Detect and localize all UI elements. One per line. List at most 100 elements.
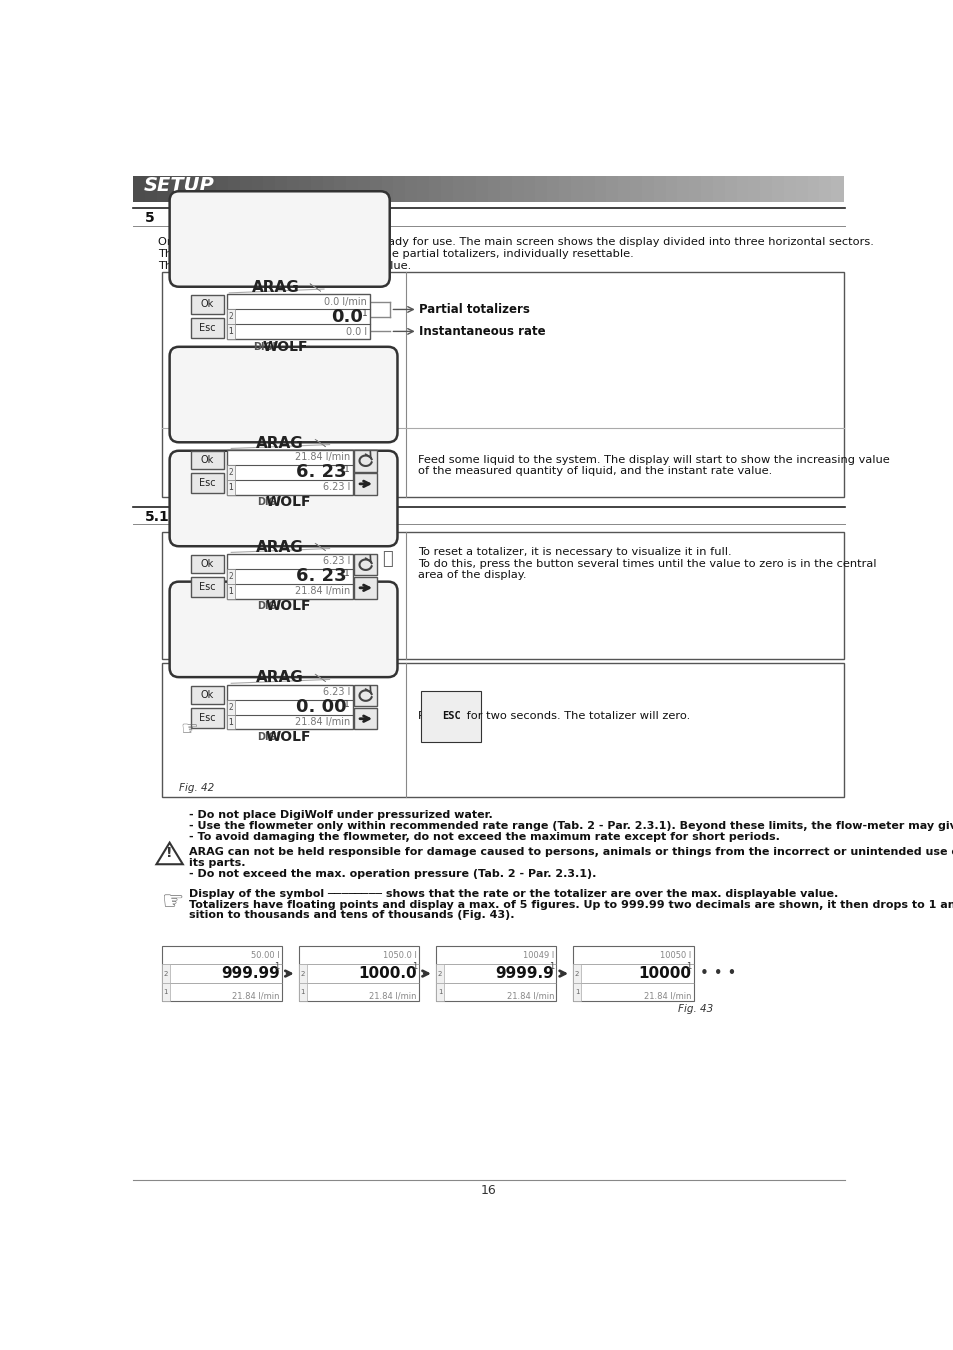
Text: Ok: Ok xyxy=(201,559,214,568)
Bar xyxy=(227,294,369,339)
Bar xyxy=(192,576,224,597)
Bar xyxy=(830,176,843,202)
Bar xyxy=(227,464,234,479)
Text: Partial totalizer reset: Partial totalizer reset xyxy=(189,510,355,524)
Bar xyxy=(215,176,229,202)
Text: • • •: • • • xyxy=(699,967,736,981)
Text: USE: USE xyxy=(175,211,207,225)
Bar xyxy=(311,176,323,202)
Bar xyxy=(193,176,205,202)
Text: and: and xyxy=(283,248,312,259)
Bar xyxy=(228,176,240,202)
Bar xyxy=(133,176,146,202)
Text: WOLF: WOLF xyxy=(266,599,311,613)
Text: 6. 23: 6. 23 xyxy=(295,463,346,482)
Text: 999.99: 999.99 xyxy=(221,967,279,981)
Bar xyxy=(162,946,282,1002)
Bar xyxy=(393,176,406,202)
Bar xyxy=(606,176,618,202)
Text: Display of the symbol ──────── shows that the rate or the totalizer are over the: Display of the symbol ──────── shows tha… xyxy=(189,888,838,899)
Text: 6.23 l: 6.23 l xyxy=(322,482,350,493)
Bar xyxy=(298,983,307,1002)
Bar xyxy=(239,176,252,202)
Polygon shape xyxy=(156,842,183,864)
Text: 21.84 l/min: 21.84 l/min xyxy=(294,586,350,597)
Bar xyxy=(354,684,377,706)
Text: Esc: Esc xyxy=(199,582,215,593)
Text: 10000: 10000 xyxy=(638,967,691,981)
Bar xyxy=(354,450,377,471)
Bar xyxy=(573,983,580,1002)
Bar xyxy=(204,176,216,202)
Text: ✋: ✋ xyxy=(381,549,393,567)
Text: 1: 1 xyxy=(273,248,278,258)
Text: Esc: Esc xyxy=(199,713,215,724)
Text: 1: 1 xyxy=(229,718,233,726)
Text: 21.84 l/min: 21.84 l/min xyxy=(294,452,350,463)
Text: - To avoid damaging the flowmeter, do not exceed the maximum rate except for sho: - To avoid damaging the flowmeter, do no… xyxy=(189,832,779,842)
Text: its parts.: its parts. xyxy=(189,859,245,868)
Text: 1: 1 xyxy=(229,587,233,595)
Bar xyxy=(298,964,307,983)
Text: 6.23 l: 6.23 l xyxy=(322,687,350,697)
Text: !: ! xyxy=(166,846,172,860)
Bar xyxy=(227,554,353,598)
Text: Fig. 39: Fig. 39 xyxy=(179,358,214,369)
Text: The third data represents instant rate value.: The third data represents instant rate v… xyxy=(158,261,411,270)
Text: 1: 1 xyxy=(344,464,350,474)
Bar xyxy=(819,176,831,202)
Text: 1: 1 xyxy=(229,483,233,491)
Bar xyxy=(227,568,234,583)
Bar xyxy=(227,450,353,494)
Bar xyxy=(354,472,377,494)
Bar xyxy=(180,176,193,202)
FancyBboxPatch shape xyxy=(170,451,397,547)
Bar xyxy=(227,479,234,494)
Text: 21.84 l/min: 21.84 l/min xyxy=(506,991,554,1000)
Text: DIGI: DIGI xyxy=(256,497,280,508)
Text: Press: Press xyxy=(417,711,451,721)
Bar xyxy=(162,964,170,983)
Text: DIGI: DIGI xyxy=(256,601,280,612)
Text: 2: 2 xyxy=(307,248,313,258)
Bar xyxy=(322,176,335,202)
Text: 6.23 l: 6.23 l xyxy=(322,556,350,567)
Bar xyxy=(298,176,311,202)
Text: 1: 1 xyxy=(229,587,233,595)
Text: 2: 2 xyxy=(163,971,168,976)
Bar xyxy=(677,176,689,202)
Bar xyxy=(370,176,382,202)
Text: 1: 1 xyxy=(229,327,233,336)
Bar xyxy=(783,176,796,202)
Text: for two seconds. The totalizer will zero.: for two seconds. The totalizer will zero… xyxy=(462,711,689,721)
Text: 1: 1 xyxy=(344,568,350,578)
Bar xyxy=(736,176,748,202)
Text: 16: 16 xyxy=(480,1184,497,1197)
Bar xyxy=(192,472,224,493)
Bar xyxy=(162,663,843,798)
Bar xyxy=(334,176,347,202)
Text: represent the partial totalizers, individually resettable.: represent the partial totalizers, indivi… xyxy=(318,248,634,259)
Text: 2: 2 xyxy=(229,572,233,580)
Bar xyxy=(227,714,234,729)
Text: ESC: ESC xyxy=(441,711,460,721)
Bar xyxy=(535,176,548,202)
Polygon shape xyxy=(314,674,325,682)
Bar xyxy=(464,176,476,202)
Text: WOLF: WOLF xyxy=(266,495,311,509)
Bar xyxy=(641,176,654,202)
Text: ARAG can not be held responsible for damage caused to persons, animals or things: ARAG can not be held responsible for dam… xyxy=(189,848,953,857)
Text: 1: 1 xyxy=(300,990,305,995)
Bar xyxy=(162,273,843,497)
Text: 1: 1 xyxy=(548,961,554,971)
Text: 21.84 l/min: 21.84 l/min xyxy=(232,991,279,1000)
Bar xyxy=(381,176,394,202)
Text: 21.84 l/min: 21.84 l/min xyxy=(294,717,350,728)
Text: 1050.0 l: 1050.0 l xyxy=(382,950,416,960)
Text: Partial totalizers: Partial totalizers xyxy=(418,302,530,316)
Text: Ok: Ok xyxy=(201,690,214,699)
Text: Fig. 40: Fig. 40 xyxy=(179,513,214,524)
Bar xyxy=(287,176,299,202)
Bar xyxy=(274,176,288,202)
Bar xyxy=(573,964,580,983)
